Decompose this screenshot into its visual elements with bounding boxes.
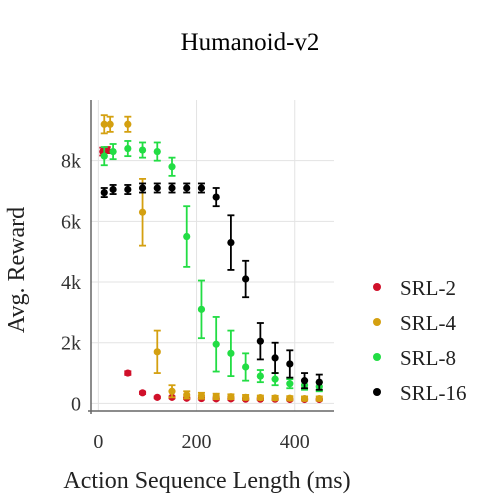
data-point — [138, 389, 147, 397]
data-point — [212, 193, 220, 201]
legend-label: SRL-4 — [400, 311, 457, 335]
plot-area — [99, 114, 323, 404]
data-point — [124, 369, 132, 377]
data-point — [212, 392, 220, 401]
data-point — [197, 392, 206, 400]
chart-title: Humanoid-v2 — [181, 29, 320, 56]
data-point — [138, 208, 147, 216]
axes — [88, 100, 334, 414]
legend-label: SRL-8 — [400, 346, 456, 370]
data-point — [286, 360, 294, 368]
data-point — [109, 147, 117, 156]
data-point — [100, 152, 108, 160]
legend-item-srl-2: SRL-2 — [373, 276, 456, 300]
data-point — [212, 340, 220, 348]
x-axis-label: Action Sequence Length (ms) — [63, 468, 350, 494]
y-tick-label: 4k — [61, 272, 81, 294]
data-point — [197, 305, 206, 313]
data-point — [242, 275, 250, 283]
data-point — [124, 120, 132, 128]
data-point — [271, 394, 279, 402]
data-point — [100, 120, 108, 128]
data-point — [256, 337, 264, 345]
data-point — [271, 375, 279, 383]
data-point — [100, 188, 108, 197]
data-point — [256, 394, 264, 402]
data-point — [315, 378, 323, 386]
legend-marker — [373, 388, 381, 396]
data-point — [197, 184, 206, 192]
data-point — [153, 348, 161, 356]
series-srl-8 — [100, 140, 323, 393]
data-point — [138, 146, 147, 154]
data-point — [183, 184, 191, 192]
data-point — [315, 394, 323, 403]
data-point — [168, 184, 176, 192]
x-tick-label: 400 — [280, 431, 310, 453]
data-point — [153, 184, 161, 192]
data-point — [183, 391, 191, 399]
x-tick-label: 200 — [182, 431, 212, 453]
legend-item-srl-4: SRL-4 — [373, 311, 457, 335]
data-point — [138, 184, 147, 192]
tick-labels: 0 2k 4k 6k 8k 0 200 400 — [61, 151, 310, 453]
data-point — [227, 393, 235, 401]
data-point — [286, 380, 294, 388]
legend-label: SRL-16 — [400, 381, 467, 405]
data-point — [109, 185, 117, 194]
legend: SRL-2 SRL-4 SRL-8 SRL-16 — [373, 276, 467, 405]
data-point — [168, 163, 176, 171]
series-srl-4 — [100, 114, 323, 403]
x-tick-label: 0 — [93, 431, 103, 453]
grid — [91, 100, 334, 411]
data-point — [153, 147, 161, 156]
data-point — [286, 394, 294, 402]
legend-label: SRL-2 — [400, 276, 456, 300]
y-tick-label: 2k — [61, 333, 81, 355]
y-tick-label: 0 — [71, 393, 81, 415]
data-point — [271, 354, 279, 362]
y-tick-label: 6k — [61, 211, 81, 233]
data-point — [300, 394, 309, 403]
legend-marker — [373, 318, 381, 326]
data-point — [124, 185, 132, 194]
data-point — [256, 372, 264, 380]
data-point — [153, 393, 161, 401]
y-axis-label: Avg. Reward — [4, 207, 30, 333]
data-point — [124, 144, 132, 153]
data-point — [300, 377, 309, 385]
data-point — [242, 363, 250, 371]
data-point — [227, 239, 235, 247]
data-point — [168, 387, 176, 395]
legend-marker — [373, 353, 381, 361]
data-point — [227, 349, 235, 357]
series-srl-16 — [100, 182, 323, 391]
legend-item-srl-16: SRL-16 — [373, 381, 467, 405]
legend-marker — [373, 283, 381, 291]
data-point — [106, 120, 114, 128]
y-tick-label: 8k — [61, 151, 81, 173]
data-point — [103, 146, 111, 154]
data-point — [183, 232, 191, 241]
legend-item-srl-8: SRL-8 — [373, 346, 456, 370]
data-point — [242, 393, 250, 401]
